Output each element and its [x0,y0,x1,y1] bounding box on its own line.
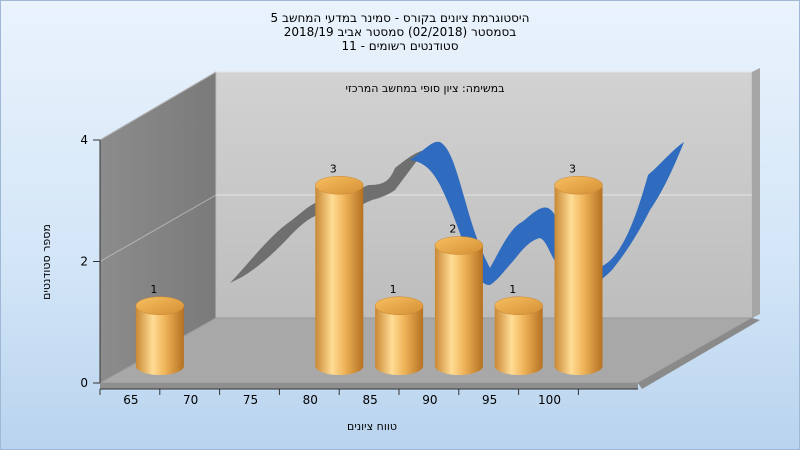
bar-value-label: 2 [449,223,456,236]
title-line-2: בסמסטר (02/2018) סמסטר אביב 2018/19 [284,25,516,39]
x-tick-label: 90 [422,393,437,407]
bar-value-label: 1 [509,283,516,296]
bar: 1 [494,283,543,375]
x-tick-label: 65 [123,393,138,407]
bar-value-label: 3 [569,162,576,175]
x-tick-label: 95 [482,393,497,407]
y-axis-label: מספר סטודנטים [40,224,53,300]
bar: 1 [374,283,424,375]
back-wall-edge [752,68,760,318]
bar-cap [494,296,543,315]
bar-cap [554,176,603,195]
y-tick-label: 0 [80,376,88,390]
bar: 3 [315,162,364,375]
x-tick-label: 70 [183,393,198,407]
title-line-3: סטודנטים רשומים - 11 [341,39,458,53]
bar-body [434,245,483,375]
bar-body [135,305,184,375]
y-tick-label: 4 [80,133,88,147]
gridline-side [99,71,217,141]
bar: 2 [434,223,484,375]
bar-value-label: 1 [390,283,397,296]
bar-body [315,185,364,375]
x-tick-label: 80 [303,393,318,407]
bar: 3 [554,162,603,375]
bar-body [554,185,603,375]
bar-value-label: 1 [150,283,157,296]
x-tick-label: 100 [538,393,561,407]
ribbon-shadow [230,150,425,283]
gridlines [99,71,752,262]
bar-body [494,305,543,375]
bar-value-label: 3 [330,162,337,175]
x-tick-label: 75 [243,393,258,407]
x-tick-label: 85 [362,393,377,407]
y-tick-label: 2 [80,255,88,269]
bars: 1 3 1 2 1 3 [135,162,603,375]
bar-cap [315,176,364,195]
plot-walls [98,68,760,389]
bar-cap [434,236,484,255]
gridline-side [99,194,217,262]
bar-body [375,305,424,375]
bar-cap [374,296,424,315]
y-axis: 0 2 4 [80,133,101,390]
chart-subtitle: במשימה: ציון סופי במחשב המרכזי [345,82,504,95]
floor-side-edge [638,318,760,389]
x-axis-label: טווח ציונים [347,420,397,433]
floor-edge [100,383,638,389]
x-axis: 65 70 75 80 85 90 95 100 [99,388,638,407]
bar-cap [135,296,185,315]
chart-title: היסטוגרמת ציונים בקורס - סמינר במדעי המח… [271,11,530,53]
bar: 1 [135,283,185,375]
title-line-1: היסטוגרמת ציונים בקורס - סמינר במדעי המח… [271,11,530,25]
floor [98,317,754,384]
